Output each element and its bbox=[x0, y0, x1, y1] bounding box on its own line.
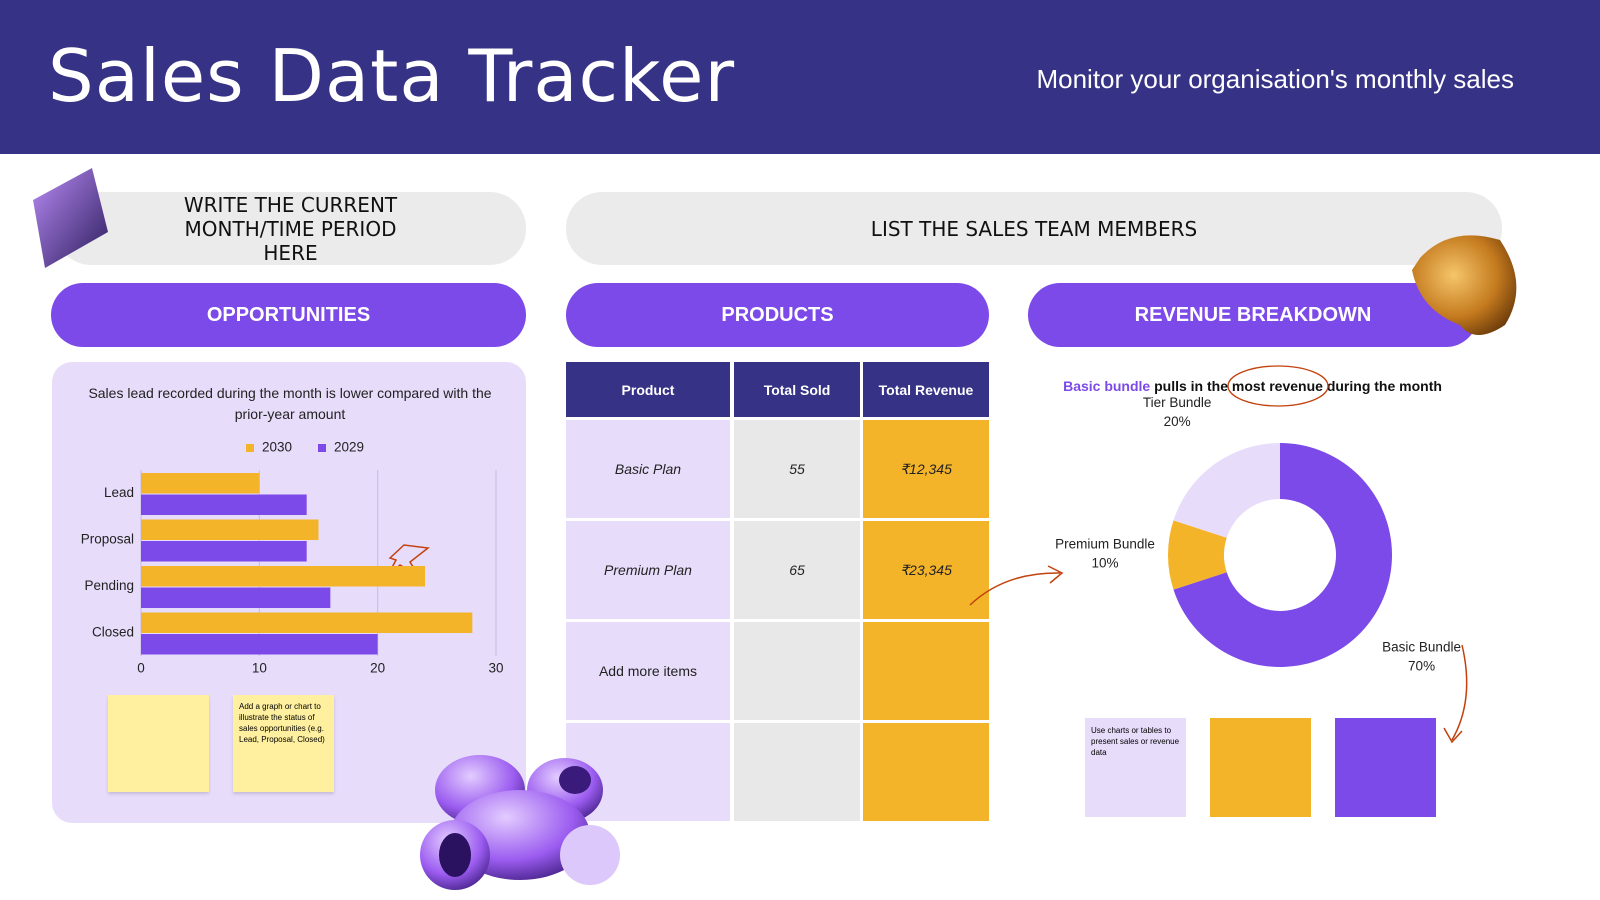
revenue-headline: Basic bundle pulls in the most revenue d… bbox=[1040, 378, 1465, 394]
table-cell[interactable] bbox=[734, 622, 860, 720]
table-cell[interactable]: 65 bbox=[734, 521, 860, 619]
title: Sales Data Tracker bbox=[48, 34, 736, 118]
chart-title: Sales lead recorded during the month is … bbox=[88, 385, 492, 422]
slice-label: Tier Bundle bbox=[1143, 395, 1212, 410]
sticky-note: Add a graph or chart to illustrate the s… bbox=[233, 695, 334, 792]
table-cell[interactable] bbox=[863, 622, 989, 720]
table-cell[interactable] bbox=[863, 723, 989, 821]
table-cell[interactable] bbox=[734, 723, 860, 821]
headline-text: pulls in the bbox=[1154, 378, 1228, 394]
sticky-note: Use charts or tables to present sales or… bbox=[1085, 718, 1186, 817]
table-cell[interactable]: ₹23,345 bbox=[863, 521, 989, 619]
donut-slice bbox=[1168, 520, 1227, 590]
section-heading: OPPORTUNITIES bbox=[51, 283, 526, 347]
section-heading: REVENUE BREAKDOWN bbox=[1028, 283, 1478, 347]
slice-value: 20% bbox=[1164, 414, 1191, 429]
table-cell[interactable]: Add more items bbox=[566, 622, 730, 720]
section-heading: PRODUCTS bbox=[566, 283, 989, 347]
sticky-note bbox=[108, 695, 209, 792]
table-cell[interactable]: Premium Plan bbox=[566, 521, 730, 619]
table-header: Product bbox=[566, 362, 730, 417]
header bbox=[0, 0, 1600, 154]
slice-label: Basic Bundle bbox=[1382, 639, 1461, 654]
table-header: Total Sold bbox=[734, 362, 860, 417]
slice-value: 70% bbox=[1408, 658, 1435, 673]
team-box[interactable]: LIST THE SALES TEAM MEMBERS bbox=[566, 192, 1502, 265]
headline-circled: most revenue bbox=[1231, 378, 1323, 394]
slice-value: 10% bbox=[1091, 556, 1118, 571]
decor-arrow bbox=[1443, 644, 1468, 744]
table-header: Total Revenue bbox=[863, 362, 989, 417]
table-cell[interactable]: Basic Plan bbox=[566, 420, 730, 518]
period-box[interactable]: WRITE THE CURRENT MONTH/TIME PERIOD HERE bbox=[55, 192, 526, 265]
color-swatch bbox=[1335, 718, 1436, 817]
headline-text: during the month bbox=[1326, 378, 1442, 394]
subtitle: Monitor your organisation's monthly sale… bbox=[1036, 64, 1514, 94]
slice-label: Premium Bundle bbox=[1055, 537, 1155, 552]
donut-slice bbox=[1173, 443, 1392, 667]
headline-highlight: Basic bundle bbox=[1063, 378, 1151, 394]
table-cell[interactable] bbox=[566, 723, 730, 821]
table-cell[interactable]: 55 bbox=[734, 420, 860, 518]
donut-slice bbox=[1173, 443, 1280, 538]
color-swatch bbox=[1210, 718, 1311, 817]
table-cell[interactable]: ₹12,345 bbox=[863, 420, 989, 518]
